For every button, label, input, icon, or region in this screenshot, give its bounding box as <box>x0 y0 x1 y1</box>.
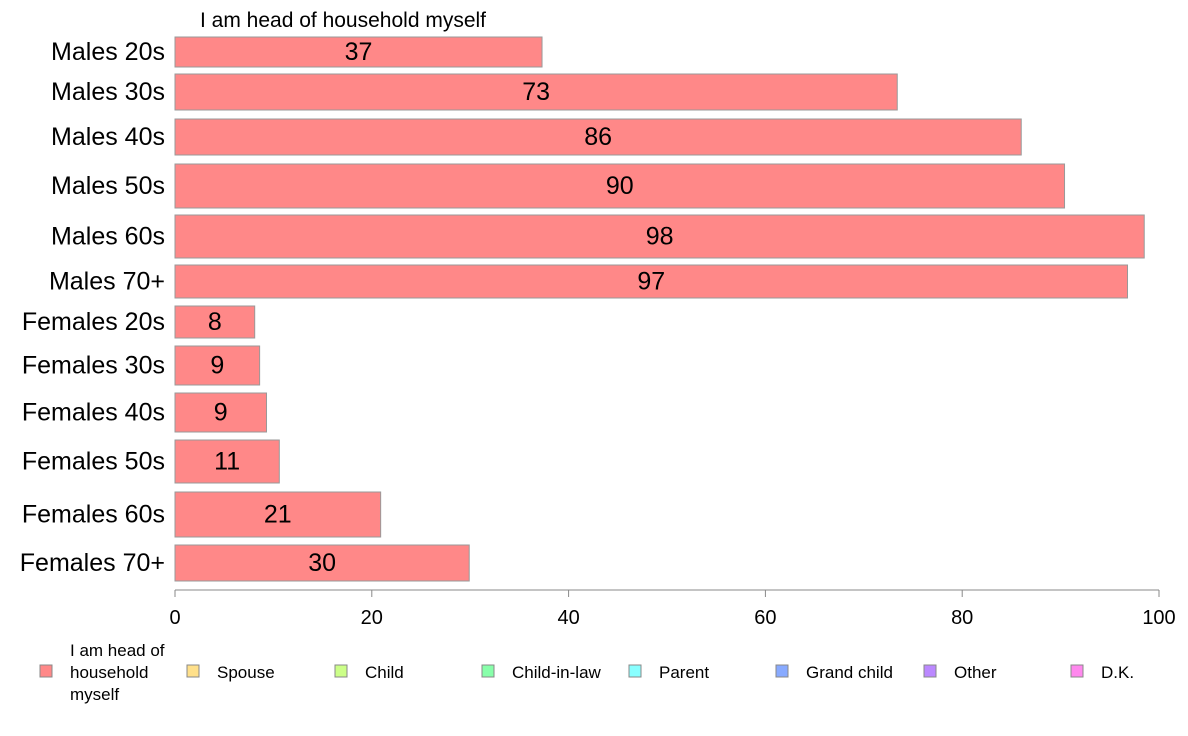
value-label: 97 <box>637 268 665 296</box>
x-tick-label: 40 <box>557 607 579 629</box>
category-label: Females 20s <box>22 308 165 336</box>
category-label: Females 40s <box>22 399 165 427</box>
legend-swatch <box>775 664 789 678</box>
legend-label: Child-in-law <box>512 663 602 682</box>
category-label: Males 50s <box>51 172 165 200</box>
value-label: 9 <box>214 399 228 427</box>
legend-label: Grand child <box>806 663 893 682</box>
category-label: Males 20s <box>51 38 165 66</box>
x-tick-label: 20 <box>361 607 383 629</box>
bar-females-60s <box>174 491 382 538</box>
legend-swatch <box>1070 664 1084 678</box>
bar-females-40s <box>174 392 268 433</box>
x-tick-label: 60 <box>754 607 776 629</box>
category-label: Males 40s <box>51 123 165 151</box>
legend-swatch <box>923 664 937 678</box>
bar-females-50s <box>174 439 280 484</box>
value-label: 86 <box>584 123 612 151</box>
category-label: Females 70+ <box>20 549 165 577</box>
value-label: 8 <box>208 308 222 336</box>
legend-label: I am head of <box>70 641 165 660</box>
bar-males-70 <box>174 264 1129 299</box>
legend-swatch <box>334 664 348 678</box>
bar-males-50s <box>174 163 1066 209</box>
value-label: 37 <box>345 38 373 66</box>
bar-males-30s <box>174 73 898 111</box>
value-label: 30 <box>308 549 336 577</box>
legend-label: D.K. <box>1101 663 1134 682</box>
category-label: Males 70+ <box>49 268 165 296</box>
legend-label: Other <box>954 663 997 682</box>
value-label: 73 <box>522 78 550 106</box>
legend: I am head of household myself Spouse Child Ch… <box>39 641 1134 704</box>
bar-males-60s <box>174 214 1145 259</box>
bar-females-20s <box>174 305 256 339</box>
legend-label: household <box>70 663 148 682</box>
series-title: I am head of household myself <box>200 9 486 32</box>
legend-swatch <box>481 664 495 678</box>
legend-label: Parent <box>659 663 709 682</box>
bar-females-30s <box>174 345 261 386</box>
category-label: Females 60s <box>22 501 165 529</box>
category-label: Females 50s <box>22 448 165 476</box>
legend-label: Child <box>365 663 404 682</box>
x-axis: 0 20 40 60 80 100 <box>169 589 1176 629</box>
bar-females-70 <box>174 544 470 582</box>
legend-label: Spouse <box>217 663 275 682</box>
bar-males-20s <box>174 36 543 68</box>
category-label: Females 30s <box>22 352 165 380</box>
bar-males-40s <box>174 118 1022 156</box>
value-label: 9 <box>210 352 224 380</box>
legend-swatch <box>186 664 200 678</box>
x-tick-label: 0 <box>169 607 180 629</box>
category-label: Males 30s <box>51 78 165 106</box>
value-label: 90 <box>606 172 634 200</box>
x-tick-label: 100 <box>1142 607 1175 629</box>
value-label: 21 <box>264 501 292 529</box>
bars-group: Males 20s 37 Males 30s 73 Males 40s 86 Males 5… <box>20 36 1145 582</box>
legend-swatch <box>39 664 53 678</box>
value-label: 98 <box>646 223 674 251</box>
legend-swatch <box>628 664 642 678</box>
category-label: Males 60s <box>51 223 165 251</box>
legend-label: myself <box>70 685 119 704</box>
x-tick-label: 80 <box>951 607 973 629</box>
value-label: 11 <box>214 448 240 476</box>
